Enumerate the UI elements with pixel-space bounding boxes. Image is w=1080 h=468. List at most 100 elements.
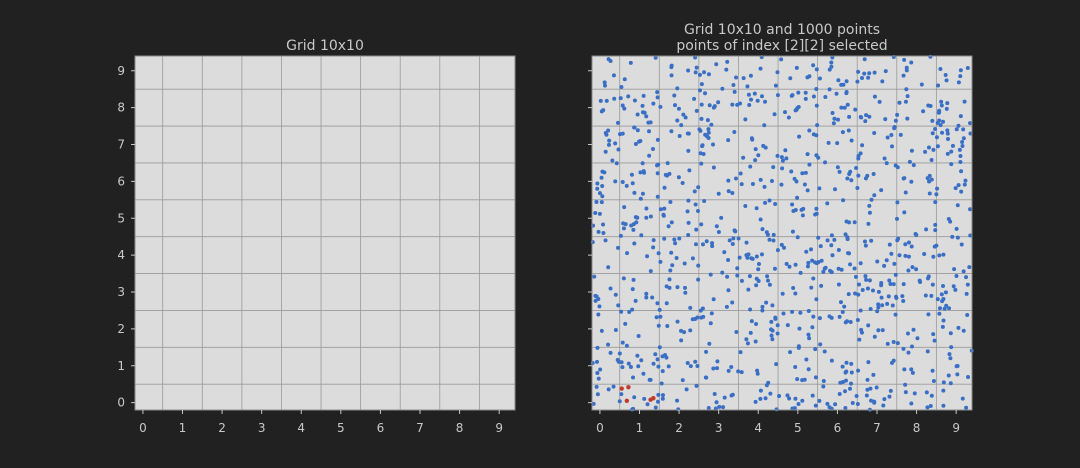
scatter-point [685,360,690,365]
scatter-point [841,198,846,203]
scatter-point [632,241,637,246]
scatter-point [619,360,624,365]
scatter-point [845,237,850,242]
scatter-point [614,161,619,166]
scatter-point [959,189,964,194]
x-tick-label: 4 [754,421,762,435]
scatter-point [938,123,943,128]
scatter-point [644,295,649,300]
scatter-point [942,306,947,311]
scatter-point [675,285,680,290]
scatter-point [849,381,854,386]
scatter-point [882,156,887,161]
scatter-point [667,285,672,290]
scatter-point [680,378,685,383]
scatter-point [760,304,765,309]
scatter-point [732,228,737,233]
scatter-point [837,314,842,319]
scatter-point [790,406,795,411]
scatter-point [650,147,655,152]
scatter-point [835,141,840,146]
scatter-point [955,235,960,240]
scatter-point [705,118,710,123]
scatter-point [651,361,656,366]
scatter-point [911,327,916,332]
scatter-point [937,311,942,316]
scatter-point [636,364,641,369]
x-tick-label: 5 [337,421,345,435]
scatter-point [943,73,948,78]
scatter-point [960,396,965,401]
scatter-point [656,392,661,397]
scatter-point [962,182,967,187]
scatter-point [640,191,645,196]
scatter-point [817,186,822,191]
scatter-point [895,341,900,346]
scatter-point [865,377,870,382]
scatter-point [842,105,847,110]
scatter-point [827,67,832,72]
scatter-point [821,384,826,389]
scatter-point [838,300,843,305]
scatter-point [729,393,734,398]
scatter-point [893,118,898,123]
scatter-point [622,205,627,210]
scatter-point [694,383,699,388]
scatter-point [798,270,803,275]
scatter-point [788,76,793,81]
scatter-point [880,303,885,308]
scatter-point [644,215,649,220]
scatter-point [669,220,674,225]
scatter-point [867,203,872,208]
scatter-point [800,171,805,176]
scatter-point [921,109,926,114]
scatter-point [653,55,658,60]
scatter-point [660,369,665,374]
x-tick-label: 7 [873,421,881,435]
scatter-point [897,100,902,105]
scatter-point [862,239,867,244]
scatter-point [836,247,841,252]
chart-right-selected-points [619,384,656,403]
scatter-point [753,158,758,163]
scatter-point [939,292,944,297]
scatter-point [934,192,939,197]
scatter-point [913,231,918,236]
scatter-point [836,117,841,122]
scatter-point [844,378,849,383]
scatter-point [853,107,858,112]
scatter-point [653,405,658,410]
scatter-point [814,67,819,72]
scatter-point [796,344,801,349]
scatter-point [683,285,688,290]
scatter-point [799,207,804,212]
scatter-point [749,319,754,324]
scatter-point [696,185,701,190]
scatter-point [683,290,688,295]
scatter-point [814,133,819,138]
scatter-point [865,286,870,291]
scatter-point [760,308,765,313]
scatter-point [773,315,778,320]
scatter-point [936,83,941,88]
scatter-point [725,59,730,64]
scatter-point [892,126,897,131]
scatter-point [668,200,673,205]
scatter-point [968,131,973,136]
scatter-point [856,292,861,297]
scatter-point [726,189,731,194]
scatter-point [924,390,929,395]
scatter-point [688,328,693,333]
scatter-point [645,402,650,407]
scatter-point [956,183,961,188]
scatter-point [621,276,626,281]
scatter-point [662,206,667,211]
x-tick-label: 8 [456,421,464,435]
scatter-point [838,380,843,385]
chart-left-grid [135,56,515,410]
scatter-point [909,60,914,65]
scatter-point [926,145,931,150]
scatter-point [876,328,881,333]
scatter-point [941,318,946,323]
scatter-point [631,227,636,232]
